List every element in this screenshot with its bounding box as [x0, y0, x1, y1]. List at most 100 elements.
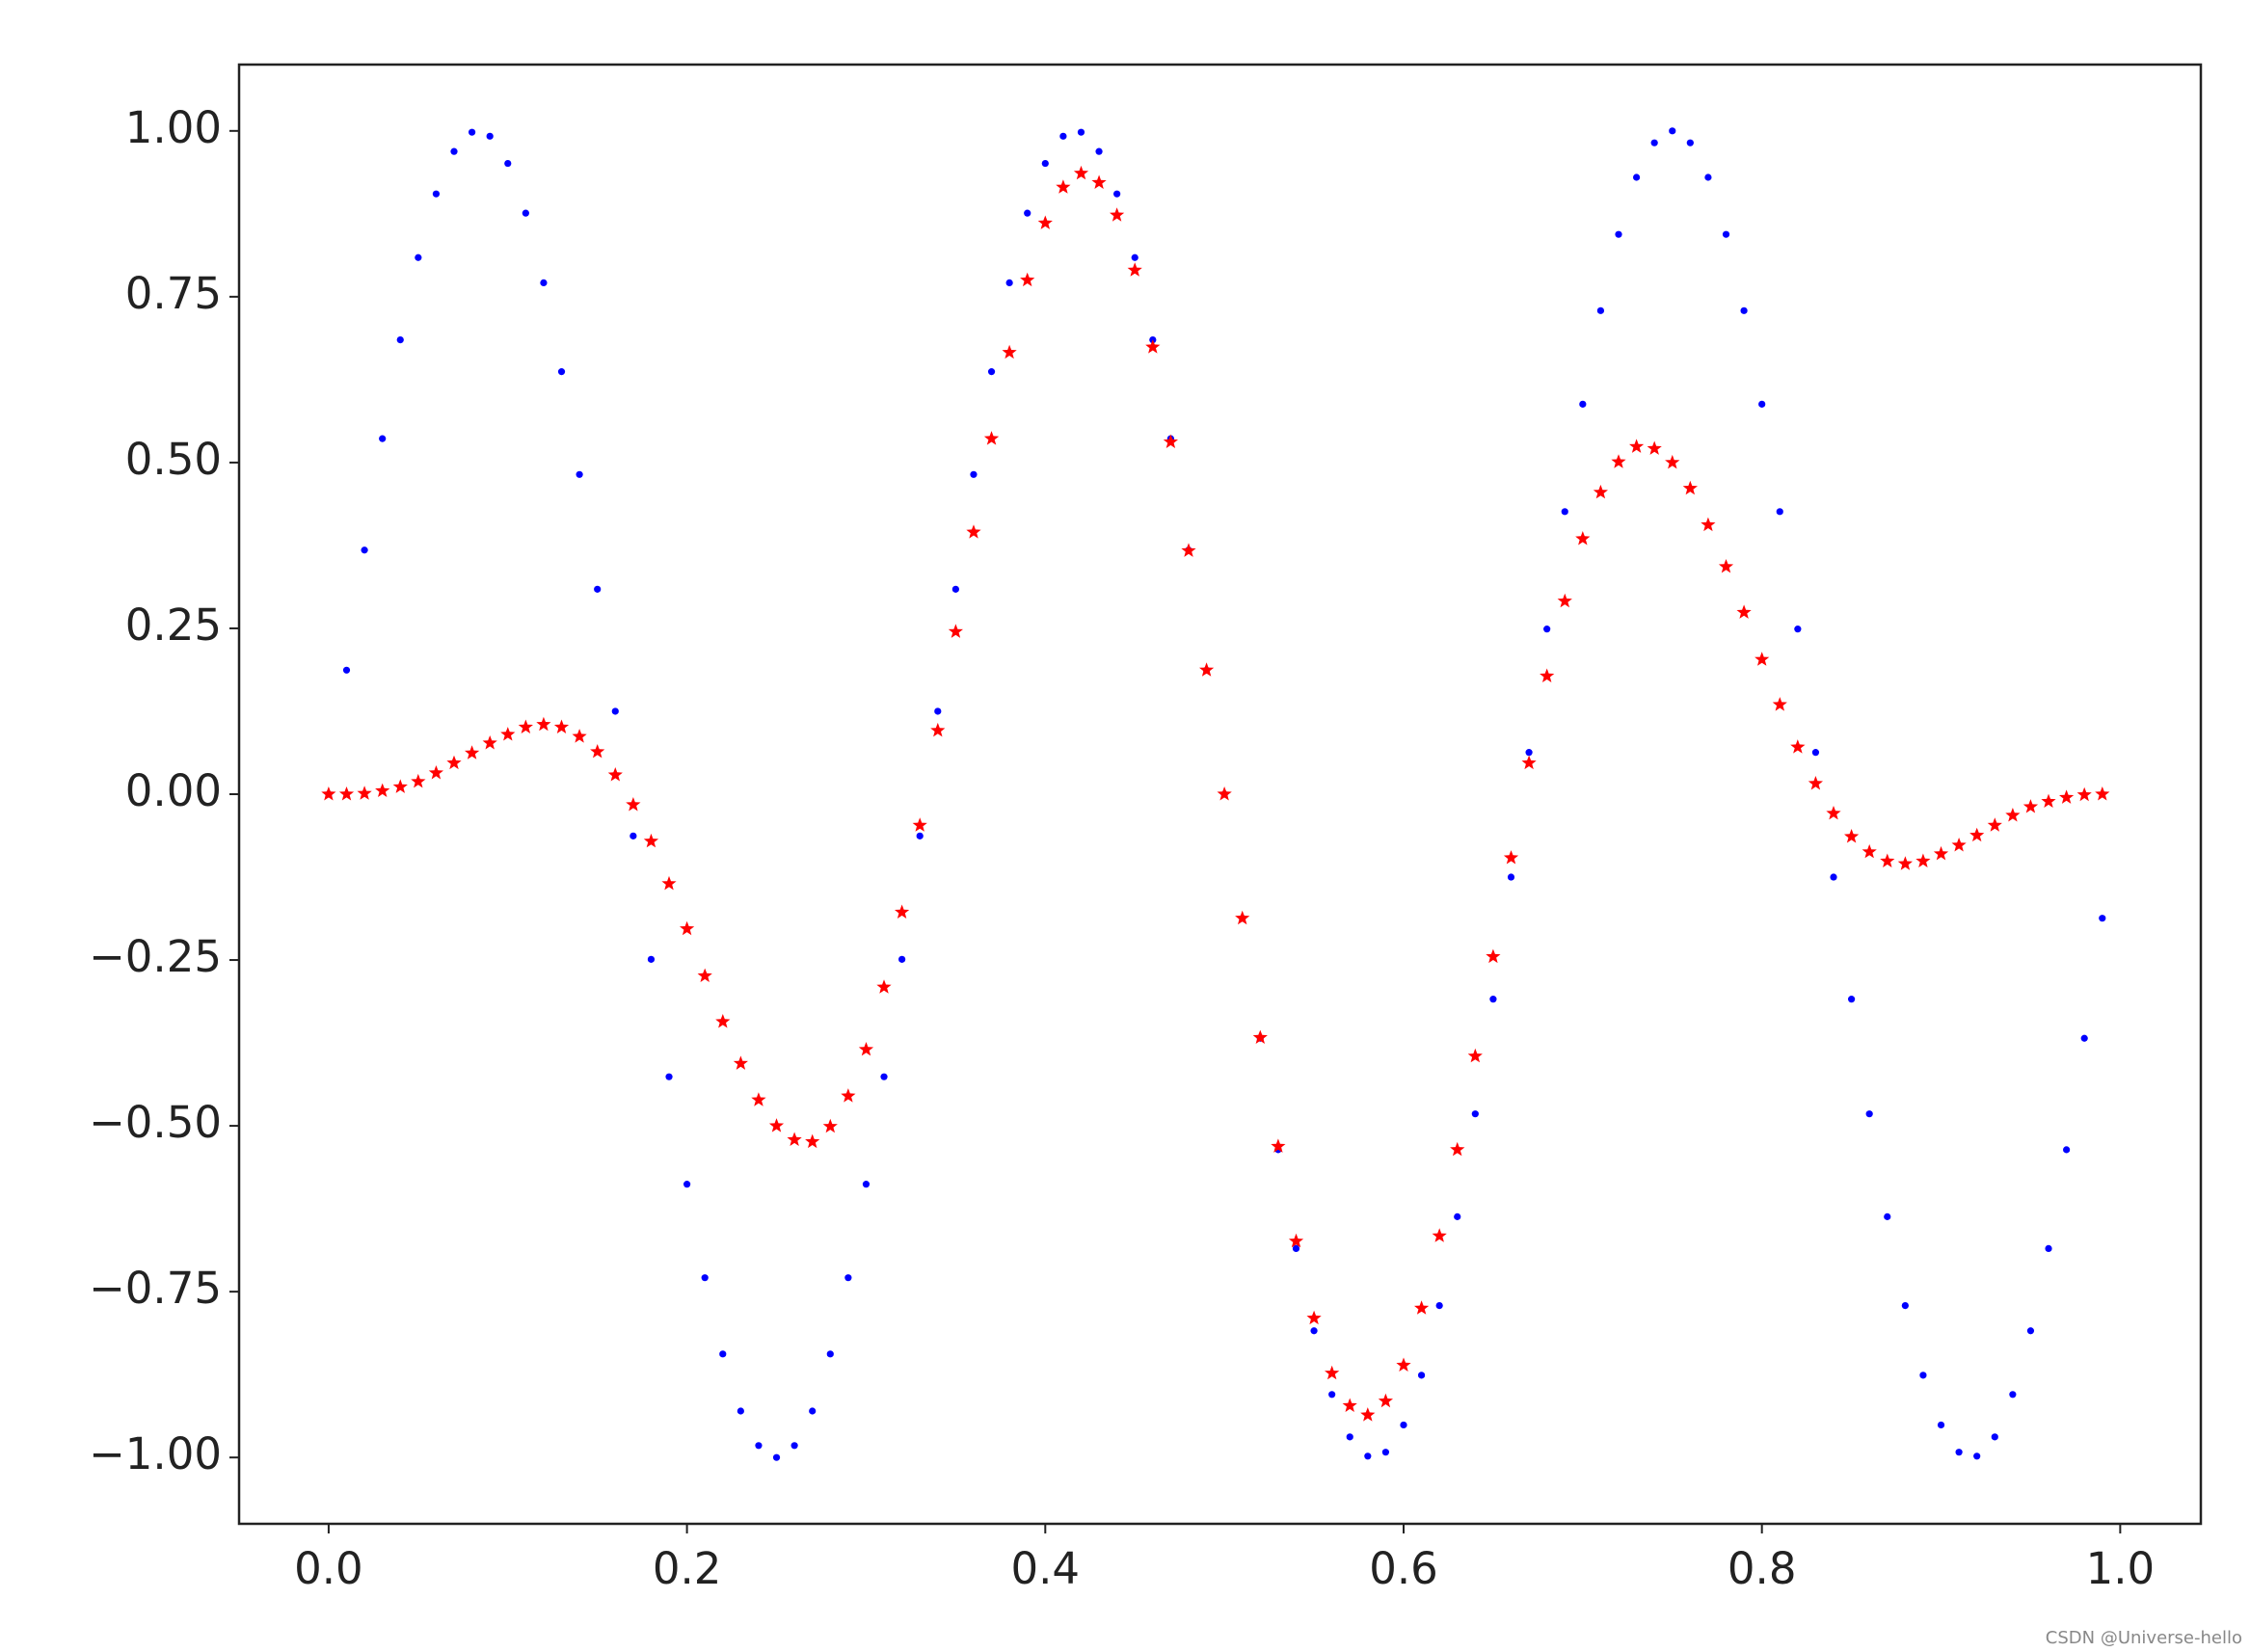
dot-point	[737, 1407, 744, 1415]
star-point	[805, 1133, 820, 1149]
star-point	[661, 875, 677, 891]
star-point	[1163, 434, 1178, 448]
star-point	[1611, 454, 1626, 468]
dot-point	[1686, 139, 1694, 147]
star-point	[1915, 853, 1931, 867]
star-point	[572, 729, 587, 743]
star-point	[1593, 484, 1608, 499]
star-point	[1521, 755, 1537, 770]
dot-point	[1919, 1372, 1927, 1379]
star-point	[822, 1118, 838, 1133]
star-point	[1486, 948, 1501, 964]
x-tick-label: 0.2	[653, 1543, 722, 1594]
dot-point	[1991, 1433, 1998, 1441]
star-point	[1252, 1029, 1268, 1044]
dot-point	[2045, 1244, 2052, 1253]
star-point	[876, 979, 892, 994]
star-point	[590, 744, 605, 759]
dot-point	[683, 1181, 691, 1188]
dot-point	[755, 1442, 763, 1450]
star-point	[2005, 808, 2021, 822]
star-point	[357, 786, 372, 800]
star-point	[626, 797, 641, 812]
star-point	[966, 524, 981, 539]
star-point	[518, 719, 533, 733]
star-point	[1987, 817, 2002, 832]
star-point	[1682, 480, 1698, 495]
star-point	[411, 773, 426, 788]
star-point	[1002, 344, 1017, 360]
dot-point	[1507, 873, 1515, 881]
dot-point	[772, 1453, 781, 1461]
star-point	[1110, 207, 1125, 222]
dot-point	[1884, 1212, 1891, 1220]
dot-point	[898, 955, 906, 963]
dot-point	[432, 190, 441, 198]
dot-point	[1381, 1449, 1390, 1456]
dot-point	[2009, 1391, 2017, 1399]
dot-point	[1596, 306, 1605, 314]
dot-point	[701, 1274, 709, 1282]
dot-point	[1901, 1301, 1909, 1310]
dot-point	[396, 335, 404, 344]
dot-point	[1955, 1449, 1963, 1456]
star-point	[2095, 786, 2110, 801]
star-point	[751, 1092, 766, 1106]
dot-point	[1310, 1327, 1318, 1335]
dot-point	[522, 209, 529, 217]
star-point	[1306, 1310, 1322, 1325]
star-point	[1217, 786, 1232, 801]
x-tick-label: 0.8	[1728, 1543, 1797, 1594]
star-point	[1575, 531, 1591, 546]
dot-point	[1579, 400, 1587, 408]
dot-point	[2080, 1034, 2088, 1042]
dot-point	[1364, 1452, 1372, 1460]
dot-point	[1632, 173, 1641, 181]
star-point	[553, 719, 570, 733]
dot-point	[1024, 209, 1031, 217]
dot-point	[1005, 279, 1013, 287]
y-tick-label: −0.75	[89, 1263, 222, 1314]
dot-point	[2063, 1146, 2071, 1154]
dot-point	[611, 707, 619, 715]
dot-point	[1830, 873, 1837, 881]
dot-point	[557, 368, 566, 376]
dot-point	[647, 955, 656, 963]
star-point	[607, 767, 623, 782]
star-point	[2041, 793, 2056, 808]
y-tick-label: 0.75	[125, 268, 222, 319]
star-point	[1432, 1228, 1447, 1242]
star-point	[1037, 215, 1053, 229]
dot-point	[450, 147, 458, 155]
x-tick-label: 1.0	[2086, 1543, 2156, 1594]
star-point	[1772, 697, 1787, 711]
dot-point	[361, 546, 368, 554]
dot-point	[862, 1181, 871, 1188]
y-tick-label: −1.00	[89, 1428, 222, 1479]
dot-point	[1937, 1421, 1945, 1429]
dot-point	[1650, 139, 1658, 147]
star-point	[1467, 1048, 1483, 1063]
dot-point	[790, 1442, 798, 1450]
star-point	[983, 431, 1000, 445]
star-point	[680, 920, 695, 936]
star-point	[2059, 789, 2075, 804]
star-point	[697, 968, 712, 982]
star-point	[1629, 439, 1645, 453]
dot-point	[1776, 508, 1783, 516]
dot-point	[1400, 1421, 1407, 1429]
star-point	[2076, 786, 2092, 802]
dot-point	[415, 253, 422, 261]
dot-point	[629, 832, 637, 839]
dot-point	[1435, 1301, 1443, 1310]
star-point	[1181, 543, 1196, 557]
dot-point	[1454, 1212, 1461, 1220]
dot-point	[880, 1073, 888, 1080]
y-tick-label: 0.00	[125, 765, 222, 816]
y-tick-label: 0.25	[125, 600, 222, 651]
dot-point	[1131, 253, 1138, 261]
dot-point	[951, 585, 959, 593]
star-point	[338, 786, 355, 801]
star-point	[1414, 1300, 1430, 1315]
dot-point	[1848, 996, 1856, 1003]
